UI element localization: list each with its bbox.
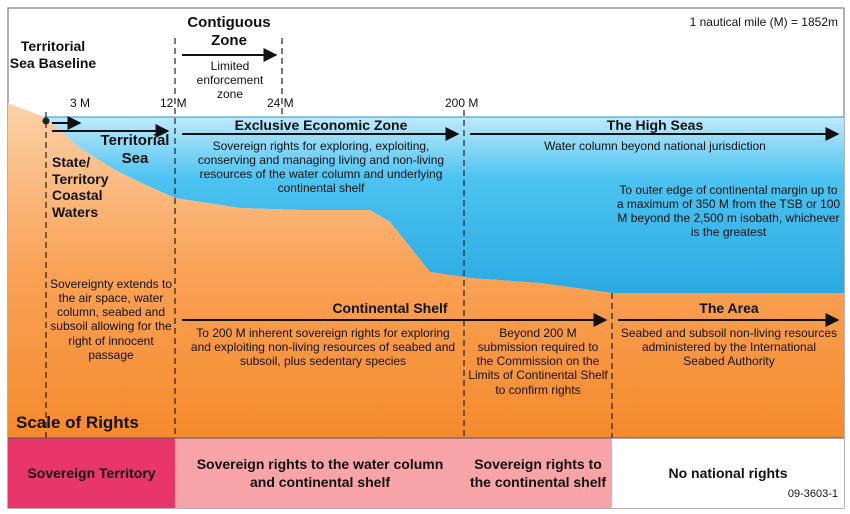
- baseline-label: Territorial Sea Baseline: [9, 38, 97, 71]
- marker-24m: 24 M: [267, 96, 294, 110]
- marker-200m: 200 M: [445, 96, 479, 110]
- seabed-area: [8, 103, 844, 438]
- state-waters-label: State/ Territory Coastal Waters: [52, 154, 109, 220]
- territorial-sea-label: Territorial Sea: [100, 132, 170, 167]
- zone-boundaries: [45, 38, 613, 505]
- marker-3m: 3 M: [70, 96, 91, 110]
- arrows: [52, 48, 840, 327]
- rights-bar-sovereign-territory: [8, 438, 175, 508]
- continental-margin-note: To outer edge of continental margin up t…: [616, 183, 841, 240]
- rights-bar-sovereign-rights-water: [175, 438, 464, 508]
- nautical-mile-note: 1 nautical mile (M) = 1852m: [689, 15, 838, 29]
- contiguous-zone-title: Contiguous Zone: [187, 14, 271, 49]
- eez-description: Sovereign rights for exploring, exploiti…: [197, 139, 445, 196]
- scale-of-rights-label: Scale of Rights: [16, 413, 139, 432]
- marker-12m: 12 M: [160, 96, 187, 110]
- the-area-title: The Area: [699, 300, 759, 316]
- rights-sovereign-territory-label: Sovereign Territory: [27, 464, 156, 481]
- high-seas-title: The High Seas: [606, 117, 704, 133]
- rights-continental-shelf-label: Sovereign rights to the continental shel…: [469, 455, 607, 490]
- rights-bar-sovereign-rights-shelf: [464, 438, 612, 508]
- rights-bar-no-rights: [612, 438, 844, 508]
- baseline-point: [42, 117, 50, 125]
- figure-id: 09-3603-1: [787, 488, 838, 500]
- eez-title: Exclusive Economic Zone: [234, 117, 408, 133]
- beyond-200m-note: Beyond 200 M submission required to the …: [468, 326, 608, 397]
- rights-water-column-label: Sovereign rights to the water column and…: [196, 455, 444, 490]
- sea-area: [44, 117, 844, 293]
- rights-none-label: No national rights: [668, 464, 788, 481]
- continental-shelf-title: Continental Shelf: [332, 300, 448, 316]
- sovereignty-note: Sovereignty extends to the air space, wa…: [49, 277, 173, 362]
- contiguous-zone-subtitle: Limited enforcement zone: [196, 59, 264, 102]
- high-seas-description: Water column beyond national jurisdictio…: [544, 139, 766, 153]
- continental-shelf-description: To 200 M inherent sovereign rights for e…: [190, 326, 456, 369]
- the-area-description: Seabed and subsoil non-living resources …: [620, 326, 838, 369]
